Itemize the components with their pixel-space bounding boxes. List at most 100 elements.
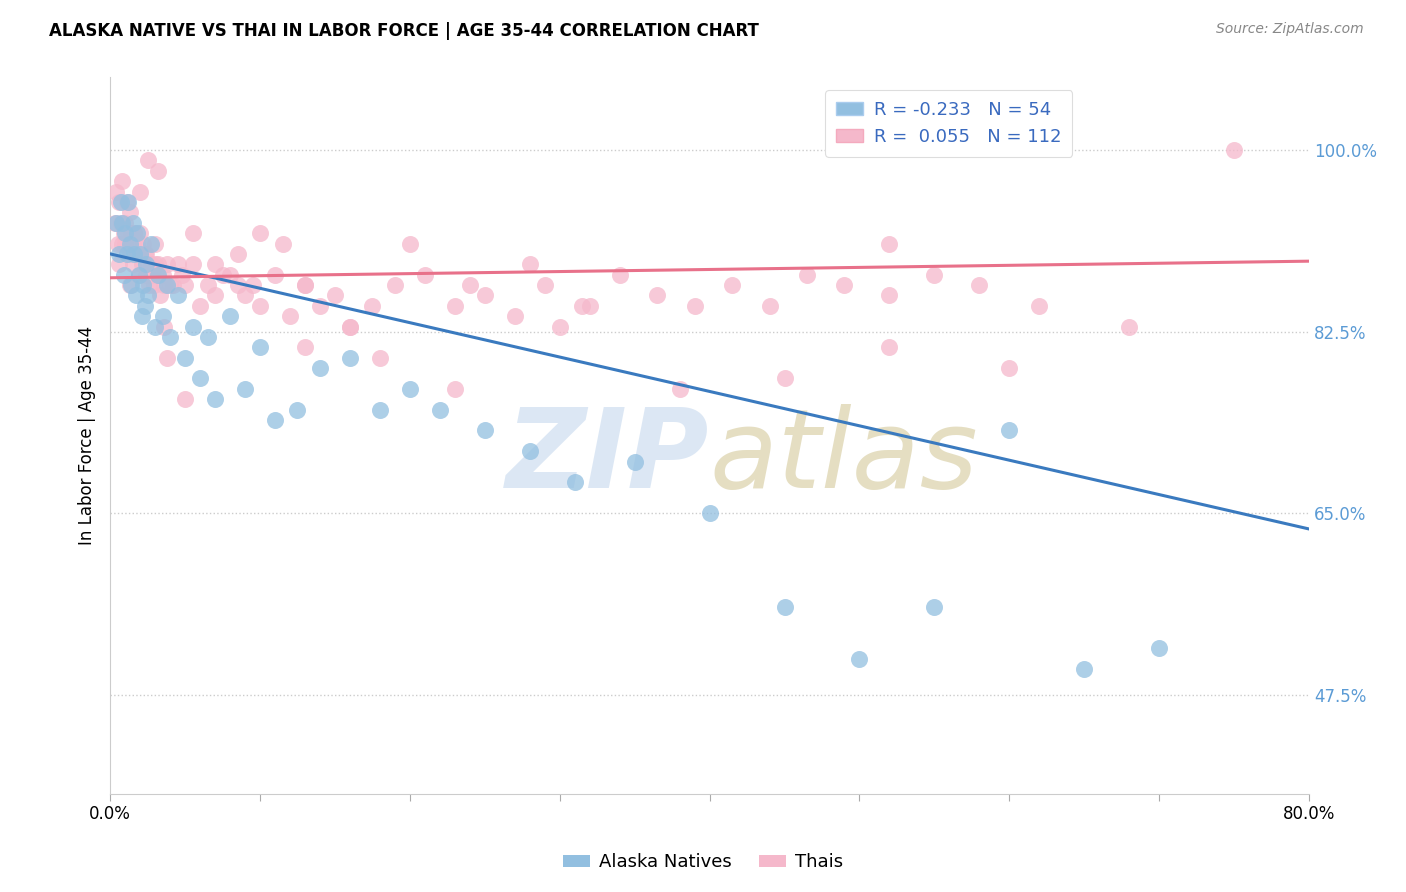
Point [121, 257, 143, 271]
Point [134, 299, 156, 313]
Point [166, 288, 188, 302]
Point [114, 216, 136, 230]
Point [146, 164, 169, 178]
Legend: Alaska Natives, Thais: Alaska Natives, Thais [555, 847, 851, 879]
Point [368, 351, 391, 365]
Point [118, 278, 141, 293]
Point [294, 278, 316, 293]
Point [162, 278, 184, 293]
Point [204, 257, 226, 271]
Point [249, 340, 271, 354]
Point [204, 288, 226, 302]
Point [834, 278, 856, 293]
Point [129, 247, 152, 261]
Point [111, 174, 134, 188]
Point [166, 257, 188, 271]
Point [135, 268, 157, 282]
Point [181, 226, 204, 240]
Point [444, 382, 467, 396]
Point [578, 299, 600, 313]
Point [204, 392, 226, 407]
Point [429, 402, 451, 417]
Point [105, 216, 128, 230]
Point [104, 216, 127, 230]
Point [131, 309, 153, 323]
Point [122, 247, 145, 261]
Point [249, 226, 271, 240]
Point [271, 236, 294, 251]
Point [796, 268, 818, 282]
Point [249, 299, 271, 313]
Point [134, 247, 156, 261]
Point [141, 268, 163, 282]
Point [278, 309, 301, 323]
Point [264, 413, 287, 427]
Point [107, 236, 129, 251]
Point [135, 257, 157, 271]
Point [399, 382, 422, 396]
Point [172, 268, 194, 282]
Point [159, 330, 181, 344]
Point [309, 299, 332, 313]
Point [181, 319, 204, 334]
Point [226, 278, 249, 293]
Point [721, 278, 744, 293]
Point [159, 278, 181, 293]
Point [1028, 299, 1050, 313]
Point [146, 268, 169, 282]
Point [121, 216, 143, 230]
Point [112, 268, 135, 282]
Point [879, 288, 901, 302]
Point [309, 361, 332, 376]
Point [879, 236, 901, 251]
Point [124, 288, 146, 302]
Point [120, 278, 142, 293]
Point [122, 226, 145, 240]
Point [924, 599, 946, 614]
Point [519, 444, 541, 458]
Point [998, 361, 1021, 376]
Point [153, 278, 176, 293]
Point [361, 299, 384, 313]
Point [571, 299, 593, 313]
Point [197, 330, 219, 344]
Point [1073, 662, 1095, 676]
Point [564, 475, 586, 490]
Point [117, 194, 139, 209]
Point [548, 319, 571, 334]
Point [156, 278, 179, 293]
Point [115, 247, 138, 261]
Point [131, 257, 153, 271]
Point [879, 340, 901, 354]
Point [127, 226, 149, 240]
Point [683, 299, 706, 313]
Point [1147, 641, 1170, 656]
Text: ZIP: ZIP [506, 403, 710, 510]
Point [112, 226, 135, 240]
Point [773, 371, 796, 385]
Point [118, 247, 141, 261]
Point [122, 226, 145, 240]
Point [153, 319, 176, 334]
Point [699, 507, 721, 521]
Point [174, 351, 197, 365]
Point [136, 153, 159, 168]
Point [623, 454, 645, 468]
Y-axis label: In Labor Force | Age 35-44: In Labor Force | Age 35-44 [79, 326, 96, 545]
Point [181, 257, 204, 271]
Point [645, 288, 668, 302]
Point [118, 236, 141, 251]
Point [188, 371, 211, 385]
Point [294, 278, 316, 293]
Point [108, 257, 131, 271]
Point [233, 382, 256, 396]
Point [242, 278, 264, 293]
Point [444, 299, 467, 313]
Point [143, 319, 166, 334]
Point [135, 247, 157, 261]
Point [458, 278, 481, 293]
Point [211, 268, 233, 282]
Point [413, 268, 436, 282]
Point [110, 216, 132, 230]
Point [219, 309, 242, 323]
